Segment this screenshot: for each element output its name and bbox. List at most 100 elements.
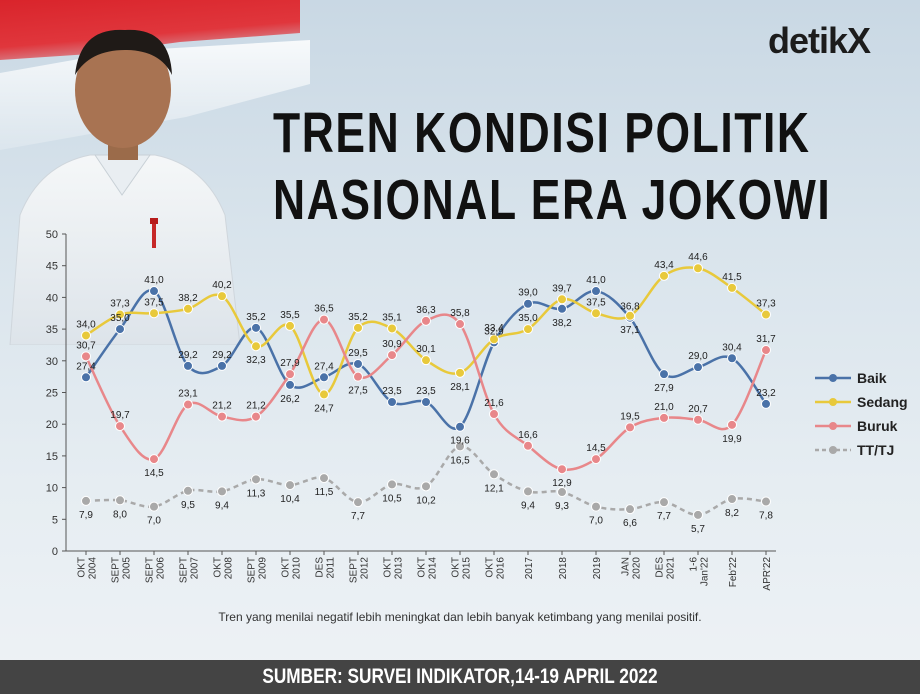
x-tick-label-line: OKT bbox=[77, 557, 88, 578]
x-tick-label-line: 2009 bbox=[258, 557, 269, 580]
x-tick-label-line: DES bbox=[315, 557, 326, 578]
data-label-tttj: 11,5 bbox=[315, 487, 334, 498]
data-label-sedang: 35,1 bbox=[382, 312, 402, 323]
x-tick-label-line: JAN bbox=[621, 557, 632, 576]
data-label-baik: 27,4 bbox=[76, 361, 96, 372]
x-tick-label: SEPT 2009 bbox=[247, 557, 269, 584]
legend-swatch-buruk bbox=[815, 422, 851, 430]
data-point-sedang bbox=[387, 323, 397, 334]
data-point-buruk bbox=[591, 454, 601, 465]
x-tick-label-line: 2010 bbox=[292, 557, 303, 580]
chart-legend: Baik Sedang Buruk TT/TJ bbox=[815, 366, 908, 462]
x-tick-label: SEPT 2012 bbox=[349, 557, 371, 584]
series-line-sedang bbox=[85, 266, 767, 396]
x-tick-label-line: OKT bbox=[417, 557, 428, 578]
data-point-sedang bbox=[285, 320, 295, 331]
data-label-tttj: 5,7 bbox=[691, 524, 705, 535]
data-label-sedang: 43,4 bbox=[654, 260, 674, 271]
data-label-buruk: 19,5 bbox=[620, 411, 640, 422]
data-label-baik: 27,4 bbox=[314, 361, 334, 372]
chart-series bbox=[81, 263, 771, 520]
x-tick-label-line: 2020 bbox=[632, 557, 643, 580]
data-point-baik bbox=[557, 303, 567, 314]
x-tick-label-line: SEPT bbox=[111, 557, 122, 583]
data-point-buruk bbox=[251, 411, 261, 422]
data-point-baik bbox=[183, 360, 193, 371]
data-point-buruk bbox=[659, 412, 669, 423]
data-point-sedang bbox=[557, 294, 567, 305]
legend-swatch-baik bbox=[815, 374, 851, 382]
data-point-sedang bbox=[183, 303, 193, 314]
data-point-buruk bbox=[149, 454, 159, 465]
data-label-buruk: 31,7 bbox=[756, 334, 776, 345]
data-label-sedang: 35,0 bbox=[518, 313, 538, 324]
data-point-tttj bbox=[183, 485, 193, 496]
x-tick-label-line: 2005 bbox=[122, 557, 133, 580]
x-tick-label: OKT 2015 bbox=[451, 557, 473, 580]
data-label-tttj: 9,5 bbox=[181, 500, 195, 511]
x-tick-label-line: 2015 bbox=[462, 557, 473, 580]
x-tick-label-line: DES bbox=[655, 557, 666, 578]
data-label-buruk: 19,7 bbox=[110, 410, 130, 421]
data-point-buruk bbox=[727, 419, 737, 430]
data-label-baik: 32,9 bbox=[484, 326, 504, 337]
data-point-tttj bbox=[149, 501, 159, 512]
data-point-sedang bbox=[81, 330, 91, 341]
x-tick-label-line: 1-6 bbox=[689, 557, 700, 572]
data-label-sedang: 28,1 bbox=[450, 382, 470, 393]
x-tick-label: OKT 2010 bbox=[281, 557, 303, 580]
data-label-sedang: 35,2 bbox=[348, 312, 368, 323]
y-axis: 0 5 10 15 20 25 30 35 40 45 50 bbox=[46, 229, 776, 558]
data-point-baik bbox=[523, 298, 533, 309]
data-label-baik: 29,5 bbox=[348, 348, 368, 359]
data-label-baik: 38,2 bbox=[552, 318, 572, 329]
x-tick-label-line: 2016 bbox=[496, 557, 507, 580]
data-point-tttj bbox=[319, 473, 329, 484]
x-tick-label: 1-6 Jan'22 bbox=[689, 557, 711, 587]
x-tick-label: OKT 2008 bbox=[213, 557, 235, 580]
data-label-buruk: 12,9 bbox=[552, 478, 572, 489]
data-point-buruk bbox=[353, 371, 363, 382]
source-text: SUMBER: SURVEI INDIKATOR,14-19 APRIL 202… bbox=[262, 665, 658, 688]
data-label-buruk: 27,5 bbox=[348, 386, 368, 397]
data-point-tttj bbox=[217, 486, 227, 497]
data-label-sedang: 40,2 bbox=[212, 280, 232, 291]
data-label-sedang: 37,3 bbox=[110, 299, 130, 310]
data-label-sedang: 24,7 bbox=[314, 403, 334, 414]
data-point-baik bbox=[149, 286, 159, 297]
x-tick-label: OKT 2014 bbox=[417, 557, 439, 580]
data-label-tttj: 7,0 bbox=[589, 516, 603, 527]
data-point-tttj bbox=[285, 480, 295, 491]
x-tick-label-line: APR'22 bbox=[762, 557, 773, 591]
legend-swatch-sedang bbox=[815, 398, 851, 406]
x-tick-label: APR'22 bbox=[762, 557, 773, 591]
data-point-sedang bbox=[149, 308, 159, 319]
x-tick-label-line: Jan'22 bbox=[700, 557, 711, 587]
data-label-baik: 29,0 bbox=[688, 351, 708, 362]
data-point-buruk bbox=[625, 422, 635, 433]
data-label-tttj: 7,9 bbox=[79, 510, 93, 521]
data-point-tttj bbox=[693, 509, 703, 520]
data-point-baik bbox=[353, 358, 363, 369]
data-point-baik bbox=[319, 372, 329, 383]
data-point-tttj bbox=[353, 497, 363, 508]
data-label-buruk: 16,6 bbox=[518, 430, 538, 441]
data-point-buruk bbox=[285, 369, 295, 380]
data-label-tttj: 7,8 bbox=[759, 511, 773, 522]
legend-label-sedang: Sedang bbox=[857, 394, 908, 410]
legend-item-tttj: TT/TJ bbox=[815, 438, 908, 462]
data-labels: 27,4 35,0 41,0 29,2 29,2 35,2 26,2 27,4 29,5 23,5… bbox=[76, 252, 776, 535]
data-point-baik bbox=[251, 322, 261, 333]
legend-label-baik: Baik bbox=[857, 370, 887, 386]
data-point-buruk bbox=[693, 414, 703, 425]
x-tick-label: 2017 bbox=[524, 557, 535, 580]
data-label-buruk: 35,8 bbox=[450, 308, 470, 319]
legend-item-buruk: Buruk bbox=[815, 414, 908, 438]
data-label-tttj: 9,4 bbox=[521, 500, 535, 511]
data-label-baik: 41,0 bbox=[586, 275, 606, 286]
data-label-tttj: 8,2 bbox=[725, 508, 739, 519]
data-point-buruk bbox=[319, 314, 329, 325]
data-label-tttj: 9,4 bbox=[215, 500, 229, 511]
data-point-baik bbox=[285, 379, 295, 390]
